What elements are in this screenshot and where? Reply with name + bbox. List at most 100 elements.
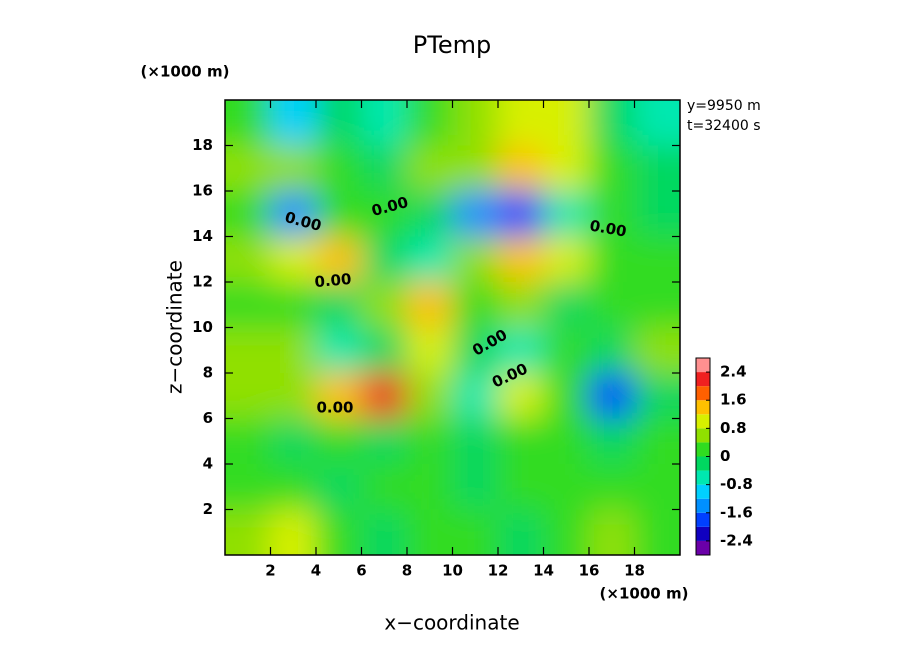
field-cell [498, 145, 545, 192]
field-cell [407, 373, 454, 420]
field-cell [589, 327, 636, 374]
cells [225, 100, 680, 555]
y-axis-label: z−coordinate [163, 260, 187, 394]
field-cell [452, 464, 499, 511]
field-cell [225, 100, 272, 147]
field-cell [589, 282, 636, 329]
x-tick-label: 12 [488, 562, 509, 580]
contour-label: 0.00 [316, 399, 353, 417]
field-cell [634, 373, 680, 420]
field-cell [407, 100, 454, 147]
colorbar-tick-label: 1.6 [720, 391, 747, 409]
field-cell [543, 236, 590, 283]
y-unit: (×1000 m) [141, 63, 230, 81]
field-cell [407, 236, 454, 283]
field-cell [634, 327, 680, 374]
field-cell [452, 191, 499, 238]
field-cell [225, 464, 272, 511]
info-text: y=9950 m [687, 98, 761, 114]
field-cell [589, 100, 636, 147]
field-cell [270, 145, 317, 192]
field-cell [634, 418, 680, 465]
field-cell [316, 418, 363, 465]
field-cell [634, 145, 680, 192]
field-cell [634, 191, 680, 238]
field-cell [316, 509, 363, 555]
info-text: t=32400 s [687, 118, 761, 134]
field-cell [498, 282, 545, 329]
field-cell [498, 418, 545, 465]
y-tick-label: 14 [192, 227, 213, 245]
field-cell [498, 191, 545, 238]
field-cell [452, 373, 499, 420]
field-cell [270, 464, 317, 511]
field-cell [270, 418, 317, 465]
contour-label: 0.00 [314, 270, 352, 291]
field-cell [407, 191, 454, 238]
field-cell [225, 236, 272, 283]
colorbar-tick-label: 0.8 [720, 419, 747, 437]
colorbar-bin [696, 456, 710, 471]
colorbar-bin [696, 428, 710, 443]
field-cell [634, 282, 680, 329]
y-tick-label: 2 [203, 500, 213, 518]
field-cell [270, 236, 317, 283]
field-cell [498, 373, 545, 420]
colorbar-tick-label: 0 [720, 447, 730, 465]
colorbar-bin [696, 470, 710, 485]
field-cell [543, 464, 590, 511]
field-cell [361, 191, 408, 238]
field-cell [452, 509, 499, 555]
field-cell [589, 373, 636, 420]
colorbar-bin [696, 498, 710, 513]
field-cell [589, 418, 636, 465]
field-cell [316, 145, 363, 192]
y-tick-label: 6 [203, 409, 213, 427]
y-tick-label: 12 [192, 273, 213, 291]
field-cell [452, 282, 499, 329]
field-cell [407, 418, 454, 465]
field-cell [498, 464, 545, 511]
field-cell [316, 373, 363, 420]
colorbar-tick-label: 2.4 [720, 363, 747, 381]
field-cell [543, 418, 590, 465]
x-axis-label: x−coordinate [384, 611, 519, 635]
chart-title: PTemp [413, 31, 491, 59]
x-tick-label: 2 [265, 562, 275, 580]
field-cell [270, 100, 317, 147]
field-cell [407, 282, 454, 329]
field-cell [407, 509, 454, 555]
field-cell [589, 464, 636, 511]
field-cell [225, 373, 272, 420]
field-cell [225, 145, 272, 192]
y-tick-label: 10 [192, 318, 213, 336]
colorbar-bin [696, 372, 710, 387]
field-cell [498, 327, 545, 374]
field-cell [634, 509, 680, 555]
field-cell [543, 100, 590, 147]
x-unit: (×1000 m) [600, 585, 689, 603]
field-cell [361, 509, 408, 555]
field-cell [452, 145, 499, 192]
field [225, 100, 680, 555]
field-cell [634, 100, 680, 147]
y-tick-label: 8 [203, 364, 213, 382]
colorbar-tick-label: -2.4 [720, 531, 753, 549]
field-cell [407, 327, 454, 374]
field-cell [498, 236, 545, 283]
colorbar-bin [696, 386, 710, 401]
y-tick-label: 18 [192, 136, 213, 154]
field-cell [361, 282, 408, 329]
field-cell [270, 373, 317, 420]
field-cell [498, 509, 545, 555]
field-cell [270, 191, 317, 238]
field-cell [543, 145, 590, 192]
field-cell [589, 509, 636, 555]
x-tick-label: 16 [579, 562, 600, 580]
field-cell [316, 236, 363, 283]
field-cell [543, 282, 590, 329]
field-cell [452, 327, 499, 374]
colorbar-bin [696, 414, 710, 429]
field-cell [498, 100, 545, 147]
